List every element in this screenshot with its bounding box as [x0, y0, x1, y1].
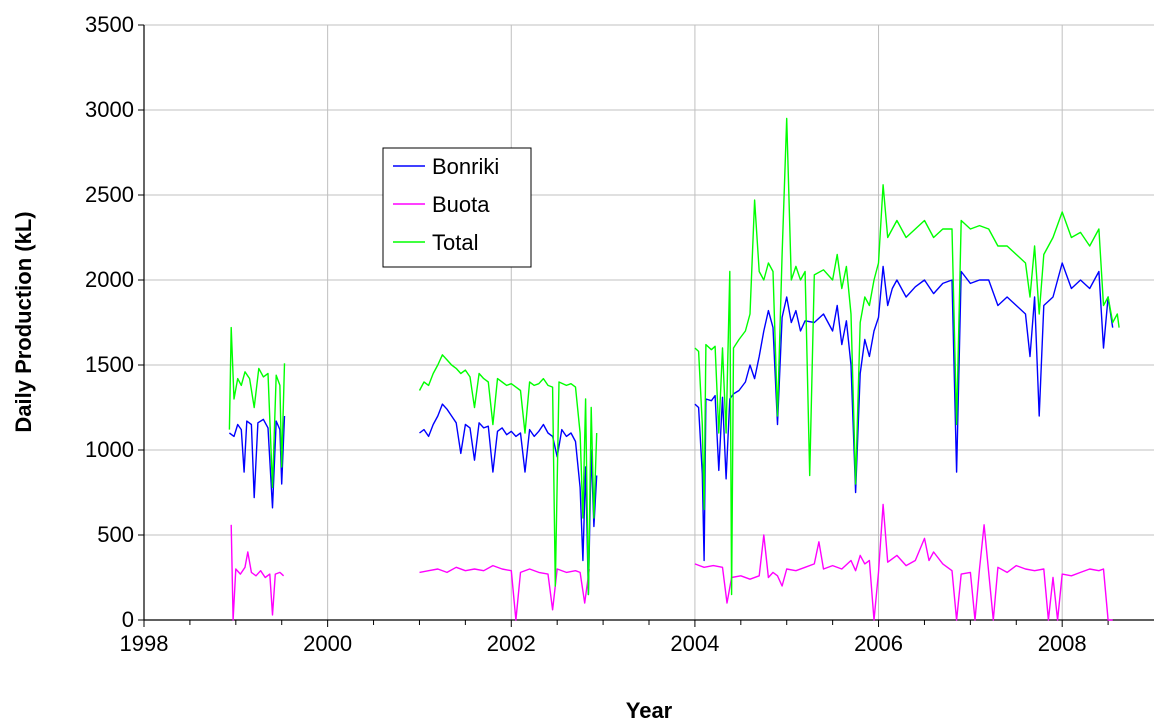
y-tick-label: 2000 [85, 267, 134, 292]
y-tick-label: 500 [97, 522, 134, 547]
series-line-bonriki [419, 403, 598, 596]
x-tick-label: 2002 [487, 631, 536, 656]
legend-label-buota: Buota [432, 192, 490, 217]
series-line-total [228, 326, 286, 489]
y-tick-label: 3000 [85, 97, 134, 122]
y-tick-label: 2500 [85, 182, 134, 207]
legend: Bonriki Buota Total [382, 147, 532, 268]
series-line-buota [419, 564, 590, 621]
legend-label-total: Total [432, 230, 478, 255]
y-tick-label: 1500 [85, 352, 134, 377]
series-line-buota [694, 503, 1113, 621]
x-tick-label: 1998 [120, 631, 169, 656]
series-line-total [418, 354, 598, 596]
legend-label-bonriki: Bonriki [432, 154, 499, 179]
x-tick-label: 2000 [303, 631, 352, 656]
x-axis-title: Year [626, 698, 673, 721]
y-tick-label: 3500 [85, 12, 134, 37]
y-axis-title: Daily Production (kL) [11, 211, 36, 432]
x-tick-label: 2008 [1038, 631, 1087, 656]
plot-area [144, 25, 1154, 620]
series-line-total [694, 117, 1120, 596]
series-lines [228, 117, 1120, 621]
y-tick-label: 0 [122, 607, 134, 632]
series-line-buota [230, 524, 285, 621]
series-line-bonriki [694, 262, 1114, 562]
x-tick-label: 2004 [670, 631, 719, 656]
legend-box [382, 147, 532, 268]
series-line-bonriki [228, 415, 286, 509]
x-tick-label: 2006 [854, 631, 903, 656]
tick-labels: 0 500 1000 1500 2000 2500 3000 3500 1998 2000 2002… [85, 12, 1087, 656]
gridlines [144, 24, 1154, 620]
y-tick-label: 1000 [85, 437, 134, 462]
axes [138, 24, 1154, 627]
